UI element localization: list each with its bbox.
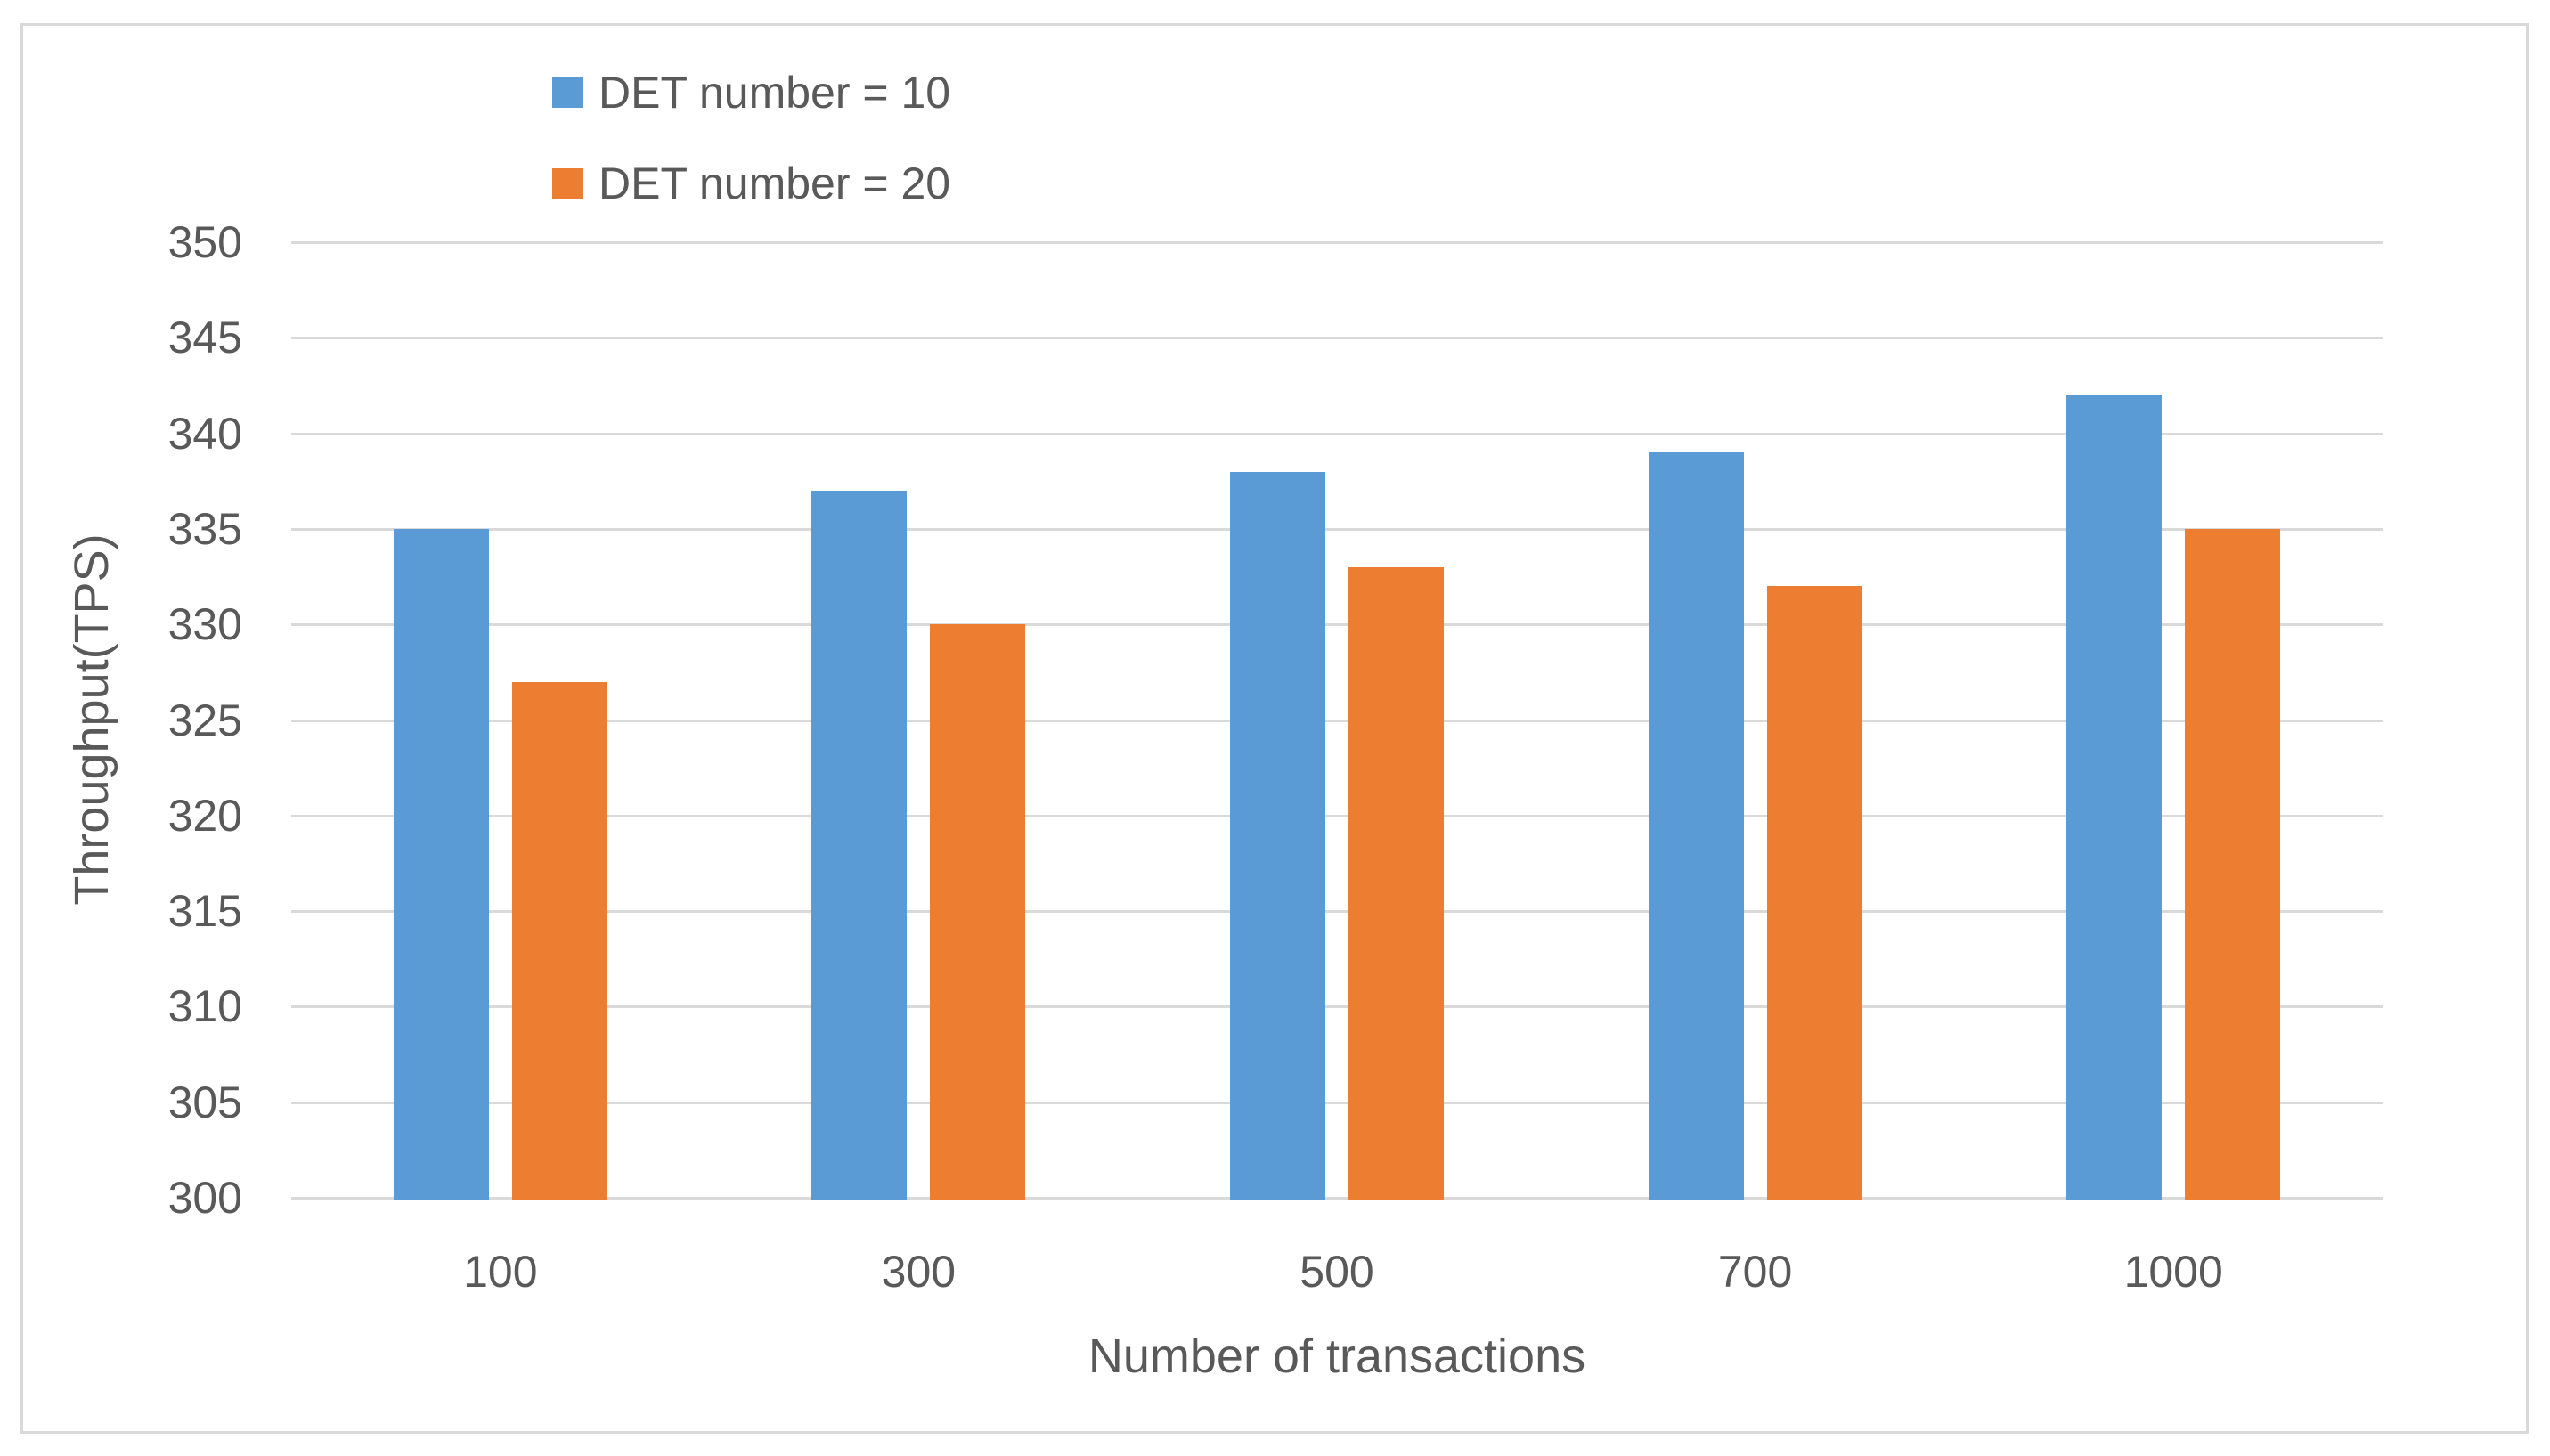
y-tick-label-325: 325	[167, 695, 242, 745]
legend-item-series-1: DET number = 10	[552, 61, 950, 125]
bar-1000-series-2	[2185, 528, 2281, 1200]
y-tick-label-345: 345	[167, 313, 242, 363]
y-tick-label-305: 305	[167, 1077, 242, 1127]
y-tick-label-315: 315	[167, 886, 242, 937]
x-axis-title: Number of transactions	[1088, 1330, 1586, 1383]
bar-300-series-1	[811, 490, 908, 1200]
x-tick-label-1000: 1000	[2123, 1247, 2223, 1297]
y-tick-label-320: 320	[167, 790, 242, 841]
bar-500-series-1	[1230, 471, 1325, 1200]
gridline-y-300	[291, 1197, 2383, 1200]
gridline-y-335	[291, 527, 2383, 531]
gridline-y-320	[291, 814, 2383, 817]
gridline-y-325	[291, 719, 2383, 722]
legend: DET number = 10 DET number = 20	[552, 61, 950, 242]
bar-1000-series-1	[2066, 395, 2163, 1200]
gridline-y-315	[291, 910, 2383, 914]
y-tick-label-350: 350	[167, 217, 242, 267]
x-tick-label-300: 300	[881, 1247, 957, 1297]
gridline-y-350	[291, 241, 2383, 244]
y-tick-label-310: 310	[167, 981, 242, 1032]
gridline-y-345	[291, 337, 2383, 340]
bar-100-series-1	[393, 528, 489, 1200]
legend-swatch-series-2	[552, 168, 583, 199]
bar-700-series-2	[1766, 586, 1862, 1200]
x-tick-label-100: 100	[463, 1247, 538, 1297]
gridline-y-330	[291, 623, 2383, 627]
legend-label-series-1: DET number = 10	[599, 68, 951, 118]
y-tick-label-300: 300	[167, 1173, 242, 1223]
bar-500-series-2	[1348, 566, 1444, 1200]
legend-label-series-2: DET number = 20	[599, 159, 951, 208]
y-tick-label-335: 335	[167, 503, 242, 554]
legend-item-series-2: DET number = 20	[552, 151, 950, 216]
legend-swatch-series-1	[552, 77, 583, 108]
gridline-y-305	[291, 1101, 2383, 1104]
bar-100-series-2	[511, 681, 607, 1200]
bar-700-series-1	[1648, 452, 1744, 1200]
gridline-y-310	[291, 1005, 2383, 1009]
gridline-y-340	[291, 432, 2383, 435]
y-tick-label-340: 340	[167, 408, 242, 459]
x-tick-label-700: 700	[1717, 1247, 1793, 1297]
y-tick-label-330: 330	[167, 599, 242, 650]
x-tick-label-500: 500	[1299, 1247, 1374, 1297]
bar-300-series-2	[930, 624, 1026, 1200]
